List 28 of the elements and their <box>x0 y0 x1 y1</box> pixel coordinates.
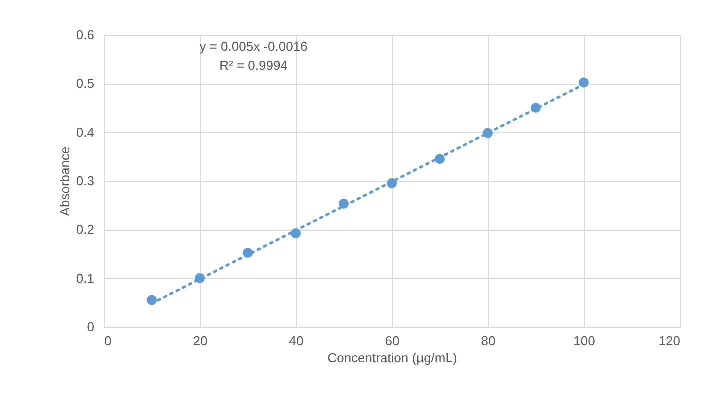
y-tick-label: 0.1 <box>76 270 94 286</box>
point <box>243 248 253 258</box>
x-tick-label: 60 <box>385 334 400 348</box>
x-tick-label: 0 <box>104 334 112 348</box>
point <box>291 228 301 239</box>
point <box>435 154 445 164</box>
point <box>531 103 541 113</box>
y-tick-label: 0.4 <box>76 124 94 140</box>
x-tick-label: 20 <box>193 334 208 348</box>
point <box>147 295 157 306</box>
point <box>579 78 589 88</box>
x-axis-title: Concentration (µg/mL) <box>328 350 458 366</box>
point <box>387 178 397 188</box>
x-tick-label: 100 <box>574 334 596 348</box>
y-axis-title: Absorbance <box>57 146 72 216</box>
point <box>339 198 349 209</box>
y-tick-label: 0.3 <box>76 174 94 188</box>
y-tick-label: 0 <box>87 320 94 334</box>
point <box>195 273 205 284</box>
point <box>483 128 493 138</box>
y-tick-label: 0.5 <box>76 76 94 92</box>
annotation: R² = 0.9994 <box>220 58 288 73</box>
x-tick-label: 120 <box>658 334 680 348</box>
x-tick-label: 80 <box>481 334 496 348</box>
annotation: y = 0.005x -0.0016 <box>200 39 308 54</box>
y-tick-label: 0.6 <box>76 28 94 42</box>
x-tick-label: 40 <box>289 334 304 348</box>
y-tick-label: 0.2 <box>76 222 94 238</box>
